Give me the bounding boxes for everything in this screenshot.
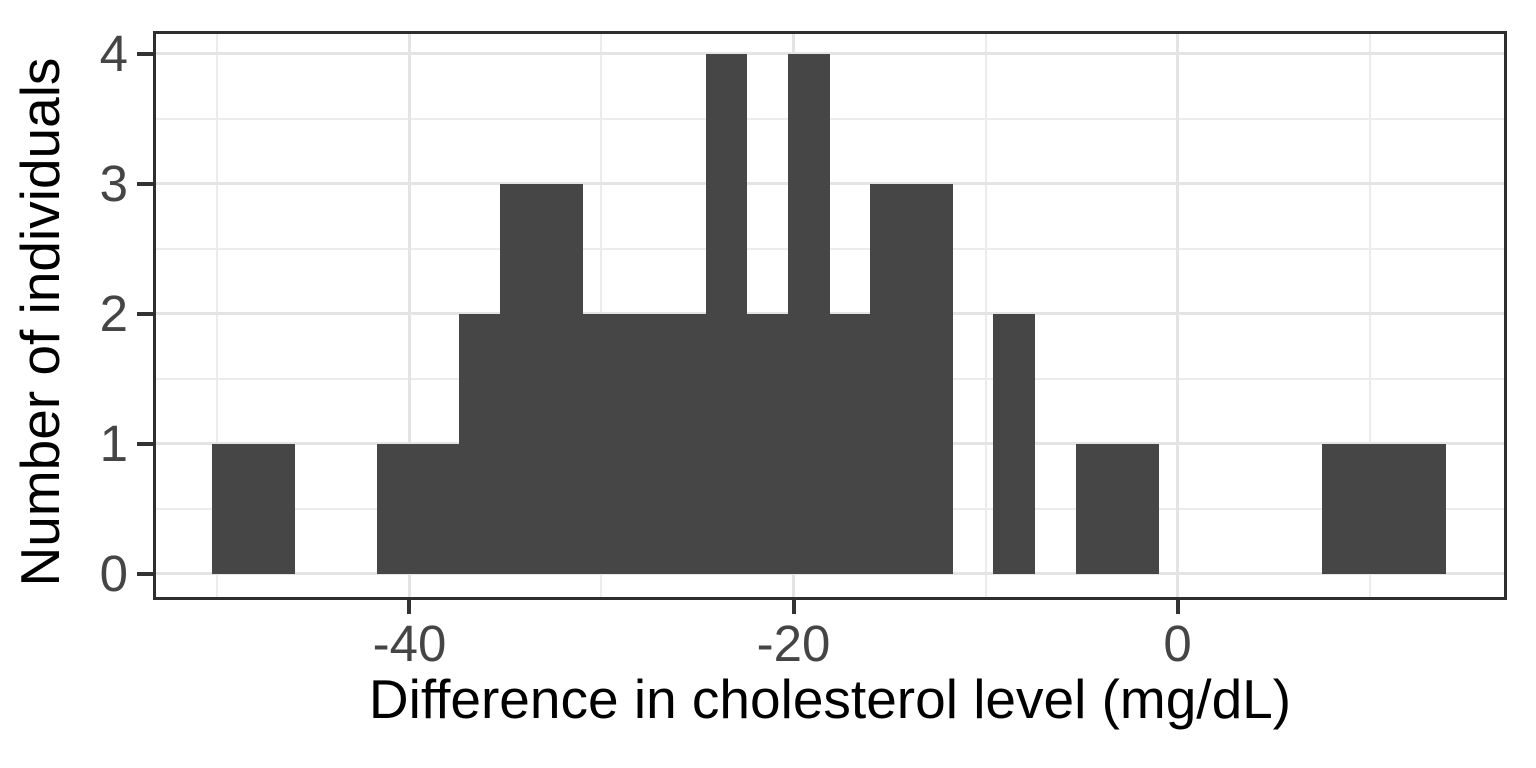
histogram-bar [500, 183, 542, 574]
y-axis-tick [137, 181, 153, 186]
x-major-gridline [407, 34, 411, 597]
histogram-bar [541, 183, 583, 574]
y-tick-label: 4 [99, 24, 128, 82]
x-minor-gridline [984, 34, 987, 597]
histogram-bar [253, 443, 296, 574]
y-axis-tick [137, 571, 153, 576]
histogram-bar [705, 53, 748, 574]
x-tick-label: 0 [1163, 615, 1192, 672]
x-axis-tick [407, 600, 412, 614]
x-tick-label: -40 [372, 615, 447, 672]
histogram-bar [459, 313, 501, 574]
y-axis-tick [137, 441, 153, 446]
y-minor-gridline [156, 247, 1504, 250]
histogram-bar [787, 53, 830, 574]
y-major-gridline [156, 52, 1504, 55]
plot-panel: -40 -20 0 0 1 2 3 4 [100, 26, 1507, 670]
y-minor-gridline [156, 117, 1504, 120]
x-axis-title: Difference in cholesterol level (mg/dL) [368, 668, 1292, 730]
histogram-bar [623, 313, 666, 574]
histogram-bar [376, 443, 419, 574]
histogram-bar [1404, 443, 1447, 574]
histogram-bar [1116, 443, 1159, 574]
histogram-bar [829, 313, 871, 574]
axis-decoration-layer: -40 -20 0 0 1 2 3 4 [100, 26, 1504, 669]
y-axis-tick [137, 311, 153, 316]
y-tick-label: 1 [99, 414, 128, 472]
x-major-gridline [1176, 34, 1180, 597]
y-tick-label: 2 [99, 284, 128, 342]
histogram-bar [1075, 443, 1118, 574]
histogram-bar [1322, 443, 1365, 574]
y-tick-label: 0 [99, 544, 128, 602]
bars-layer [156, 34, 1504, 597]
x-minor-gridline [216, 34, 219, 597]
x-minor-gridline [1368, 34, 1371, 597]
y-major-gridline [156, 182, 1504, 186]
histogram-bar [1363, 443, 1406, 574]
y-major-gridline [156, 572, 1504, 576]
histogram-bar [746, 313, 789, 574]
y-axis-tick [137, 51, 153, 56]
y-axis-title: Number of individuals [9, 57, 71, 587]
histogram-bar [664, 313, 707, 574]
histogram-bar [582, 313, 625, 574]
histogram-bar [417, 443, 460, 574]
histogram-bar [212, 443, 255, 574]
histogram-bar [993, 313, 1036, 574]
x-axis-tick [1175, 600, 1180, 614]
y-tick-label: 3 [99, 154, 128, 212]
x-axis-tick [791, 600, 796, 614]
x-tick-label: -20 [756, 615, 831, 672]
histogram-bar [911, 183, 953, 574]
histogram-bar [870, 183, 912, 574]
